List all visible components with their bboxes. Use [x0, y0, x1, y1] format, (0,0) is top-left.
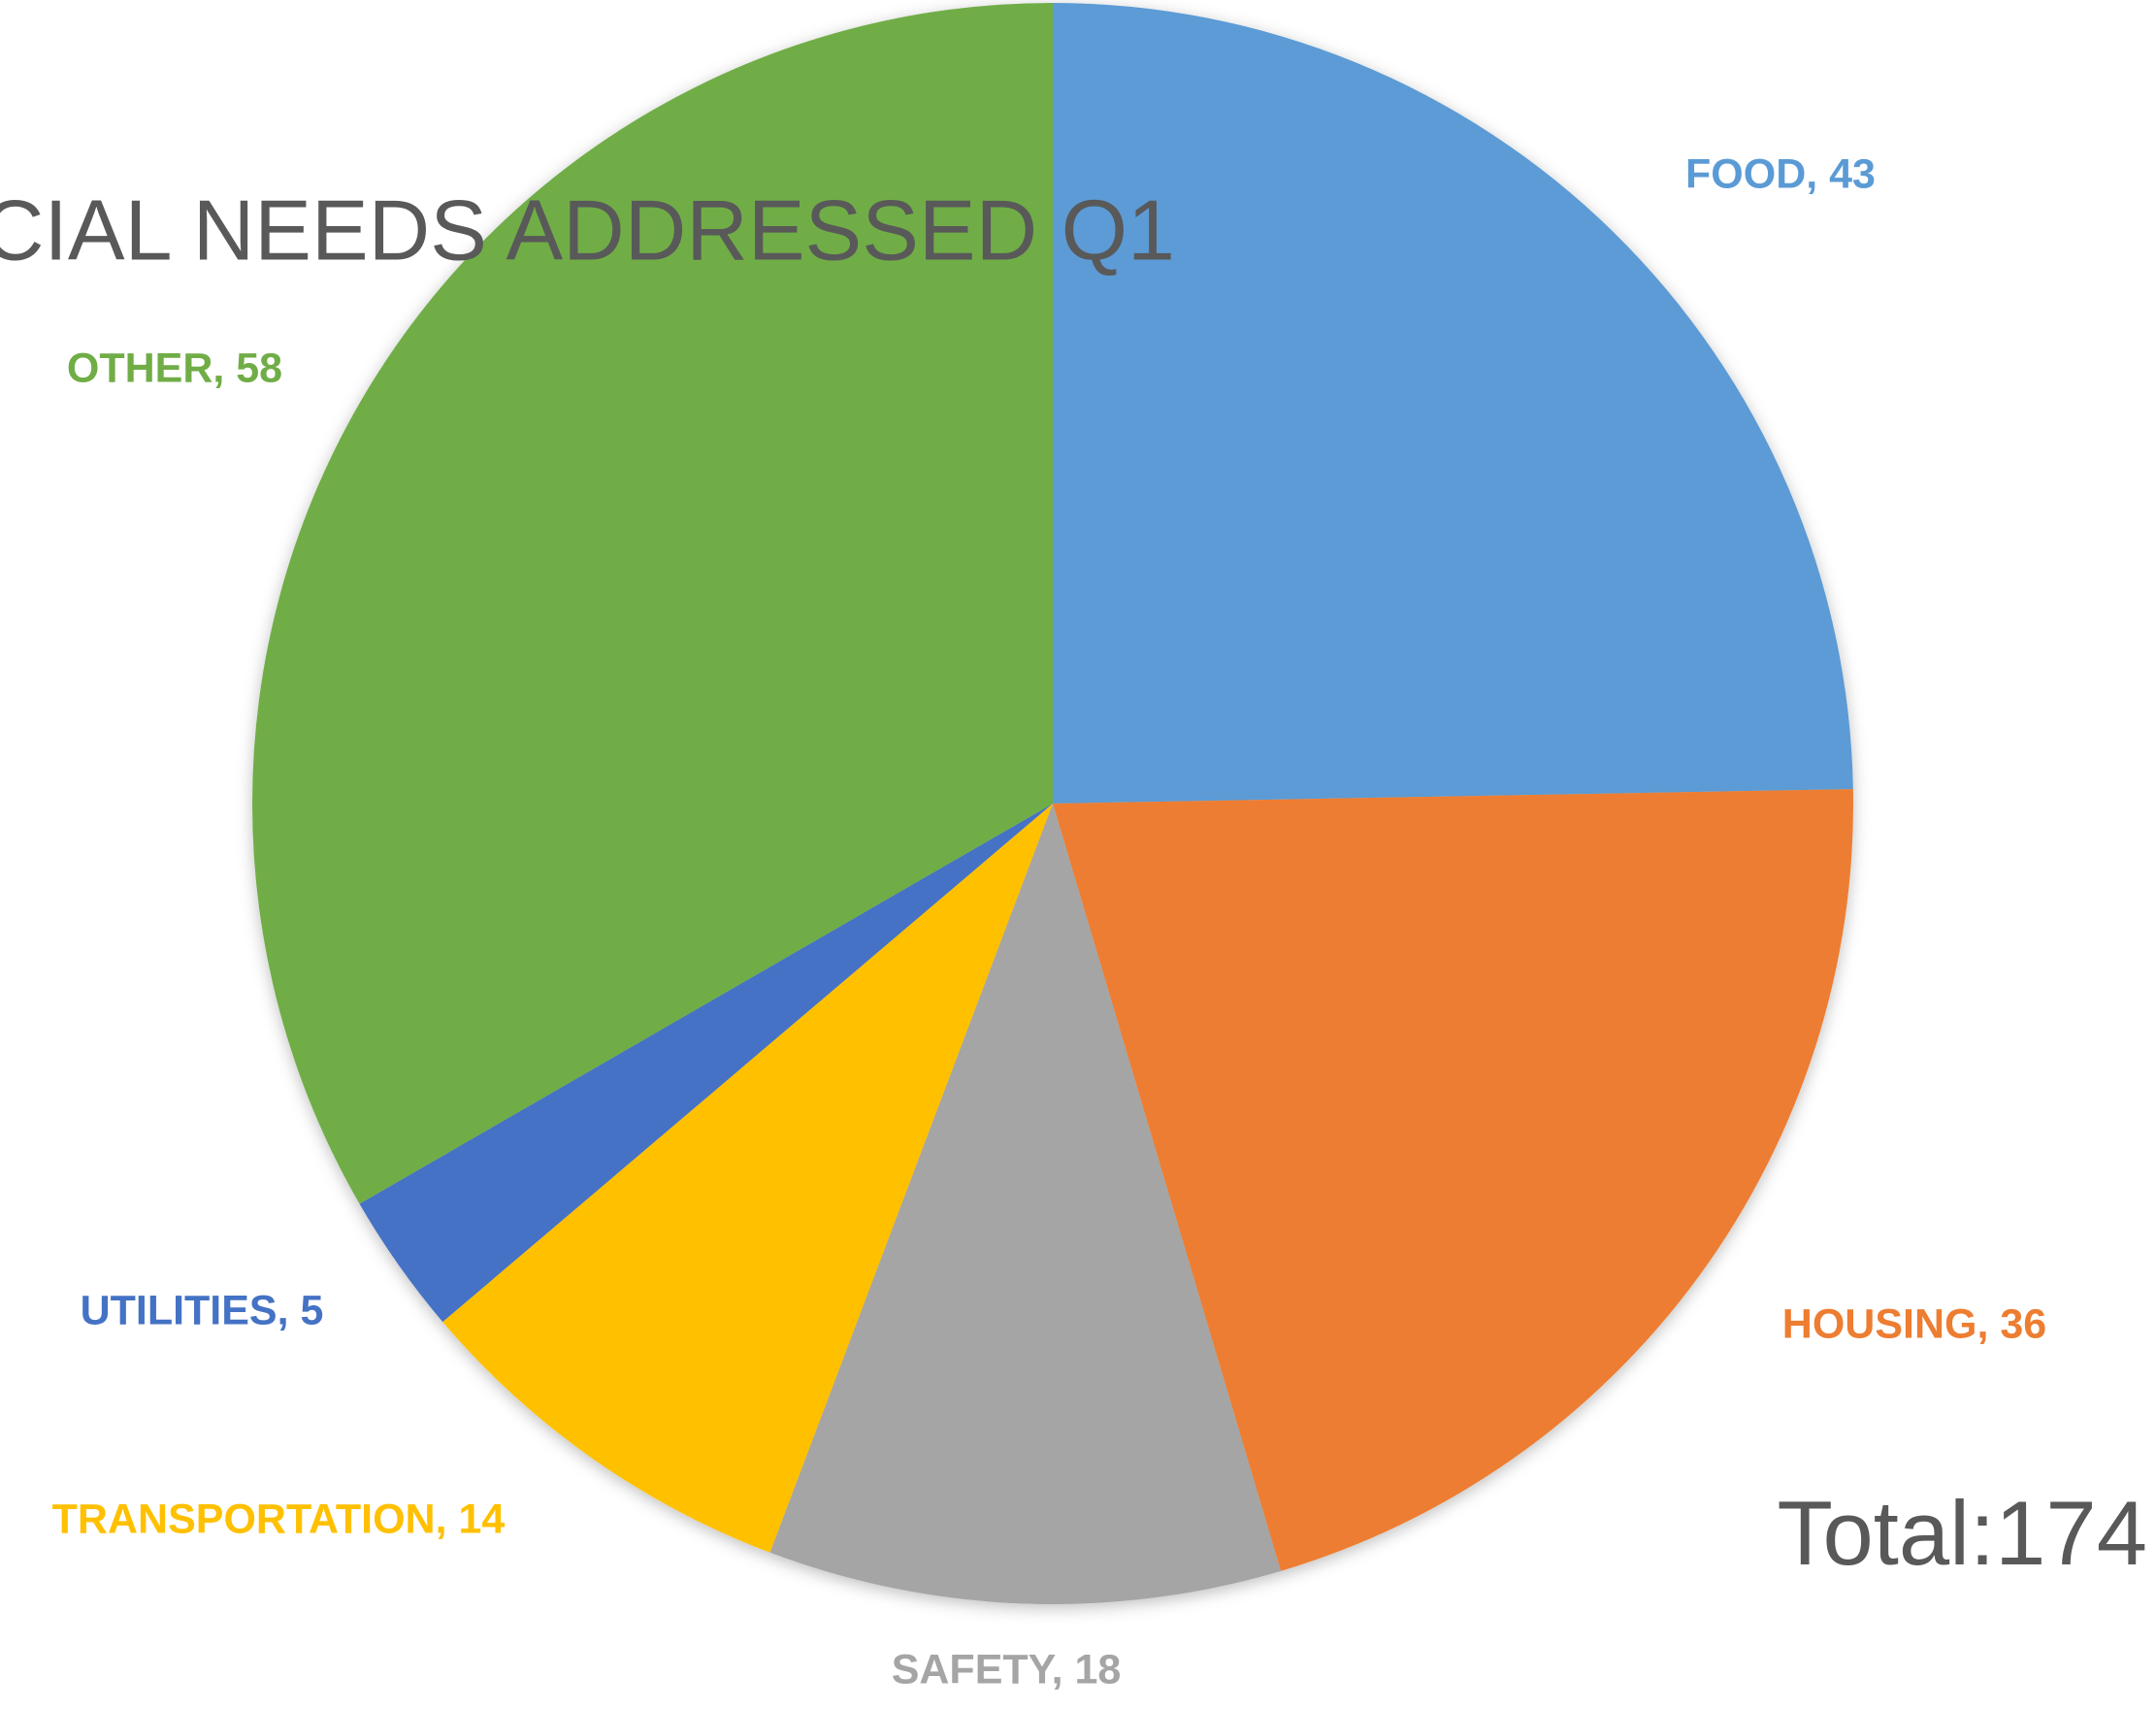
data-label: FOOD, 43	[1685, 150, 1876, 197]
pie-slice	[769, 804, 1282, 1604]
pie-slice	[1053, 789, 1853, 1571]
pie-slice	[442, 804, 1053, 1553]
pie	[252, 3, 1853, 1604]
pie-slice	[252, 3, 1053, 1204]
total-label: Total:174	[1777, 1482, 2147, 1584]
data-label: UTILITIES, 5	[81, 1287, 324, 1333]
pie-slice	[359, 804, 1053, 1323]
data-label: SAFETY, 18	[892, 1646, 1122, 1693]
data-label: TRANSPORTATION, 14	[52, 1495, 506, 1542]
pie-slice	[1053, 3, 1853, 804]
data-label: HOUSING, 36	[1782, 1300, 2046, 1347]
chart-title: SOCIAL NEEDS ADDRESSED Q1	[0, 181, 1175, 278]
data-label: OTHER, 58	[67, 345, 282, 391]
